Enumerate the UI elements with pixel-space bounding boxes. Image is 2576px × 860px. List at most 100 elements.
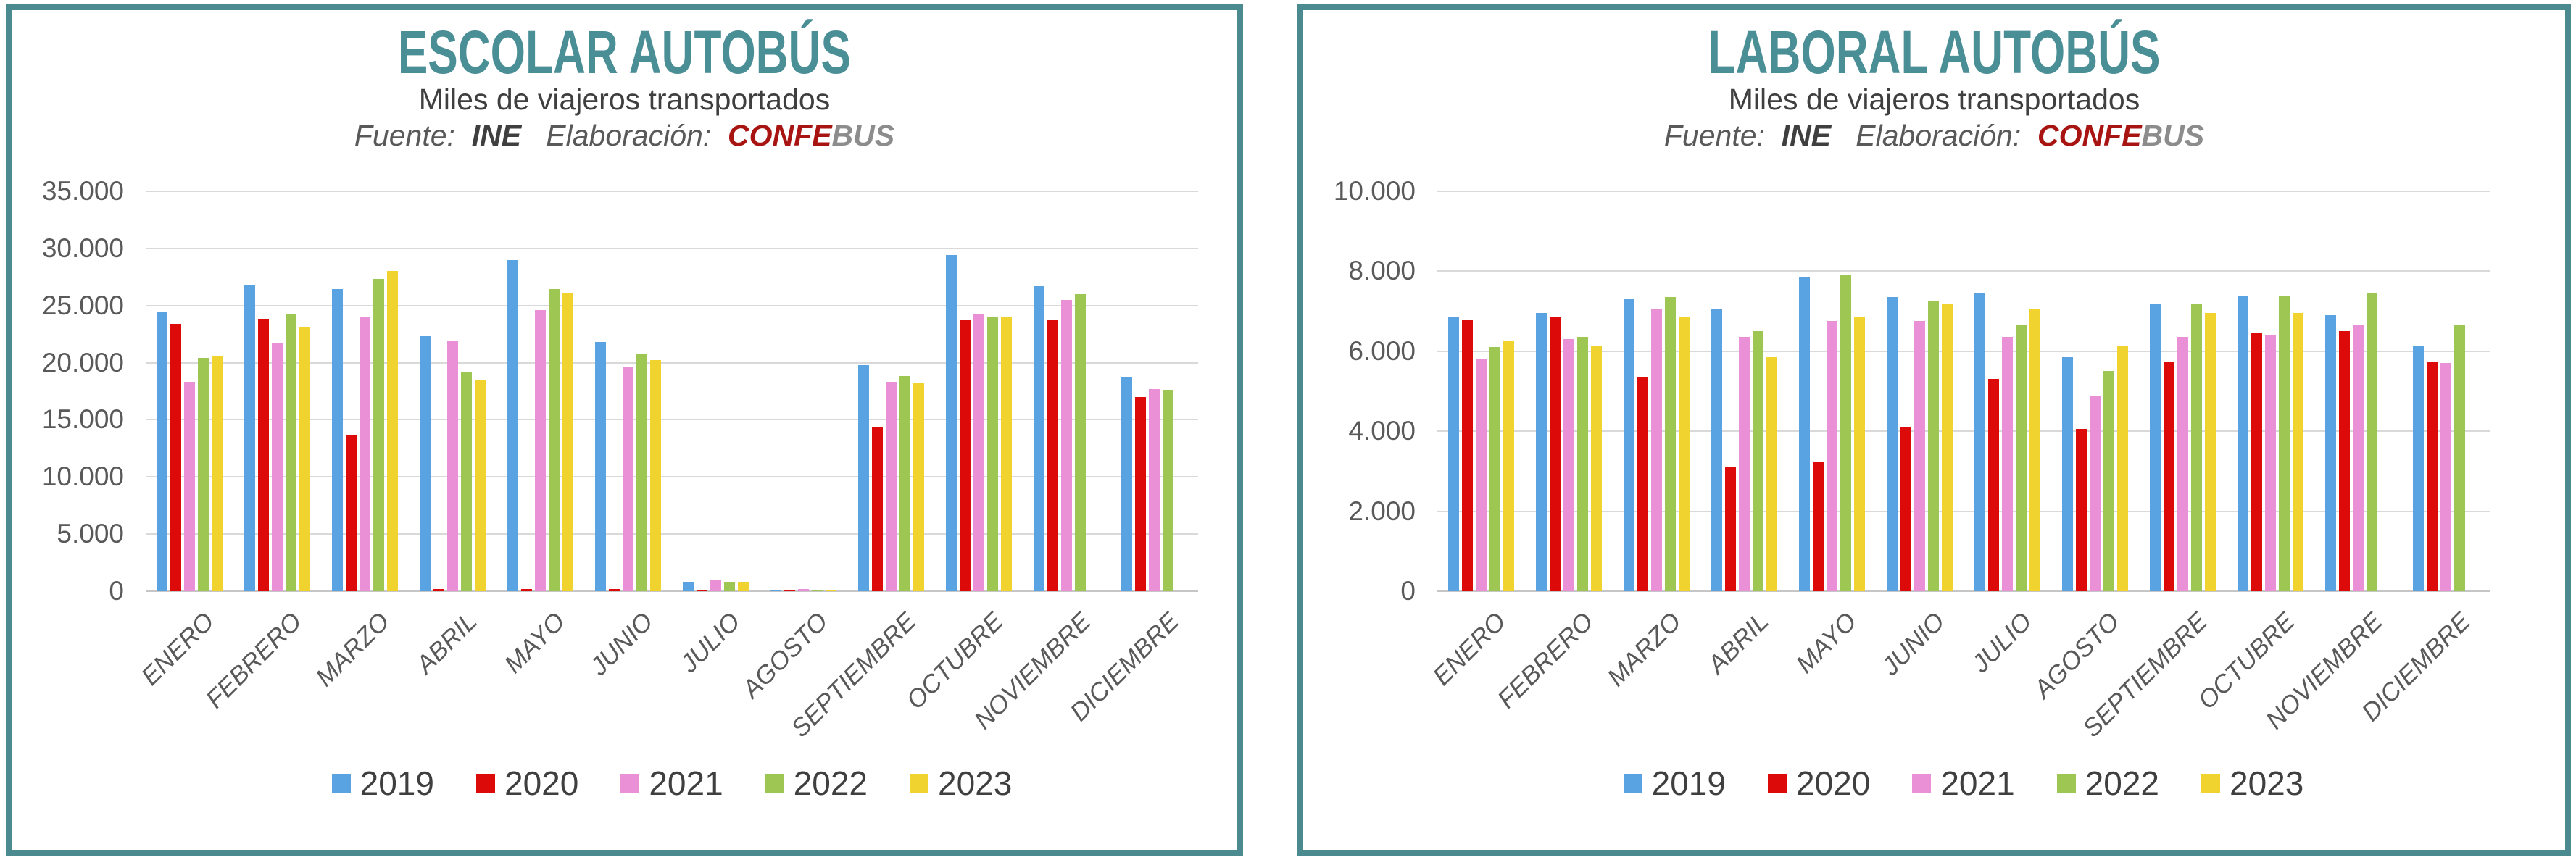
- bar-2022-noviembre: [1075, 294, 1086, 591]
- escolar-legend: 2019 2020 2021 2022 2023: [146, 764, 1198, 803]
- x-axis-label-mayo: MAYO: [1790, 607, 1863, 679]
- legend-item-2023: 2023: [2201, 764, 2303, 803]
- gridline: [146, 476, 1198, 477]
- bar-2021-febrero: [272, 343, 283, 591]
- bar-2020-enero: [1462, 320, 1473, 591]
- bar-group-junio: [1876, 191, 1964, 591]
- brand-confe: CONFE: [728, 119, 832, 152]
- legend-label-2021: 2021: [649, 764, 723, 802]
- bar-2020-noviembre: [1047, 320, 1058, 591]
- y-tick-label: 4.000: [1348, 416, 1416, 446]
- bar-2020-julio: [697, 590, 707, 591]
- bar-2020-septiembre: [2164, 362, 2174, 591]
- source-label: Fuente:: [1663, 119, 1765, 152]
- legend-swatch-2022: [765, 774, 784, 793]
- bar-2020-diciembre: [1135, 397, 1146, 591]
- bar-group-mayo: [1788, 191, 1876, 591]
- bar-2022-diciembre: [2454, 325, 2465, 591]
- laboral-chart-panel: LABORAL AUTOBÚS Miles de viajeros transp…: [1297, 4, 2571, 856]
- bar-2019-octubre: [2238, 296, 2248, 591]
- legend-label-2021: 2021: [1940, 764, 2015, 802]
- bar-group-junio: [584, 191, 672, 591]
- legend-swatch-2022: [2056, 774, 2076, 793]
- gridline: [1437, 191, 2490, 192]
- bar-2022-abril: [1753, 331, 1763, 591]
- bar-2021-septiembre: [2177, 337, 2188, 591]
- bar-2019-febrero: [1536, 313, 1547, 591]
- bar-2023-septiembre: [2205, 313, 2216, 591]
- bar-2021-julio: [710, 580, 721, 591]
- chart-source-line: Fuente: INE Elaboración: CONFEBUS: [12, 119, 1237, 153]
- y-tick-label: 35.000: [41, 176, 124, 206]
- bar-2022-septiembre: [2191, 304, 2202, 591]
- legend-item-2022: 2022: [2056, 764, 2160, 803]
- bar-group-diciembre: [2402, 191, 2490, 591]
- bar-2023-octubre: [1001, 317, 1012, 591]
- bar-2021-abril: [1739, 337, 1750, 591]
- escolar-plot-area: 0 5.000 10.000 15.000 20.000 25.000 30.000 35.0…: [42, 176, 1198, 743]
- bar-2023-julio: [2029, 309, 2040, 591]
- bar-2020-octubre: [2251, 333, 2262, 591]
- bar-2023-julio: [738, 582, 749, 591]
- legend-swatch-2019: [1623, 774, 1642, 793]
- legend-label-2019: 2019: [1651, 764, 1726, 802]
- bar-2021-junio: [1914, 321, 1925, 591]
- bar-group-febrero: [1525, 191, 1613, 591]
- x-axis-label-enero: ENERO: [136, 607, 220, 691]
- bar-2022-noviembre: [2367, 293, 2377, 591]
- bar-2021-febrero: [1563, 339, 1574, 591]
- bar-2022-julio: [724, 582, 735, 591]
- bar-2020-junio: [1900, 427, 1911, 591]
- bar-2020-mayo: [1813, 462, 1824, 591]
- bar-group-julio: [1964, 191, 2051, 591]
- bar-2023-marzo: [1679, 317, 1690, 591]
- bar-2020-febrero: [1550, 317, 1561, 591]
- bar-2023-agosto: [2117, 346, 2128, 591]
- bar-2022-octubre: [2279, 296, 2290, 591]
- legend-item-2022: 2022: [765, 764, 868, 803]
- x-axis-label-junio: JUNIO: [584, 607, 659, 681]
- bar-2019-julio: [1974, 293, 1985, 591]
- chart-subtitle: Miles de viajeros transportados: [1728, 83, 2140, 116]
- bar-2021-noviembre: [2353, 325, 2364, 591]
- x-axis-label-febrero: FEBRERO: [1492, 607, 1600, 714]
- bar-2023-abril: [475, 380, 486, 591]
- chart-title-text: LABORAL AUTOBÚS: [1708, 18, 2161, 86]
- bar-group-noviembre: [1023, 191, 1110, 591]
- escolar-chart-panel: ESCOLAR AUTOBÚS Miles de viajeros transp…: [6, 4, 1243, 856]
- bar-2021-marzo: [360, 317, 370, 591]
- bar-group-agosto: [760, 191, 847, 591]
- y-tick-label: 2.000: [1348, 496, 1416, 526]
- bar-2022-agosto: [812, 590, 823, 591]
- bar-2019-marzo: [1624, 299, 1634, 591]
- y-tick-label: 15.000: [41, 404, 124, 434]
- bar-2021-mayo: [1827, 321, 1837, 591]
- bar-2021-mayo: [535, 310, 546, 591]
- legend-label-2022: 2022: [2085, 764, 2160, 802]
- bar-2020-septiembre: [872, 427, 883, 591]
- y-tick-label: 8.000: [1348, 256, 1416, 285]
- bar-2023-febrero: [299, 327, 310, 591]
- x-axis-label-marzo: MARZO: [1602, 607, 1687, 692]
- bar-2019-marzo: [332, 289, 343, 591]
- gridline: [146, 362, 1198, 364]
- bar-2023-septiembre: [913, 383, 924, 591]
- bar-group-agosto: [2051, 191, 2139, 591]
- legend-item-2020: 2020: [1767, 764, 1870, 803]
- bar-2021-marzo: [1651, 309, 1662, 591]
- bar-group-mayo: [496, 191, 584, 591]
- bar-2023-mayo: [562, 293, 573, 591]
- legend-item-2020: 2020: [475, 764, 578, 803]
- bar-group-febrero: [233, 191, 321, 591]
- bar-2022-febrero: [286, 314, 296, 591]
- bar-2020-marzo: [346, 435, 357, 591]
- bar-2023-mayo: [1854, 317, 1865, 591]
- bar-2019-mayo: [507, 260, 518, 591]
- bar-2021-noviembre: [1061, 300, 1072, 591]
- chart-title: LABORAL AUTOBÚS: [1303, 22, 2565, 83]
- bar-2019-mayo: [1799, 277, 1810, 591]
- bar-2022-diciembre: [1163, 390, 1173, 591]
- bar-2020-noviembre: [2339, 331, 2350, 591]
- bar-2023-abril: [1766, 357, 1777, 591]
- bar-2023-agosto: [826, 590, 836, 591]
